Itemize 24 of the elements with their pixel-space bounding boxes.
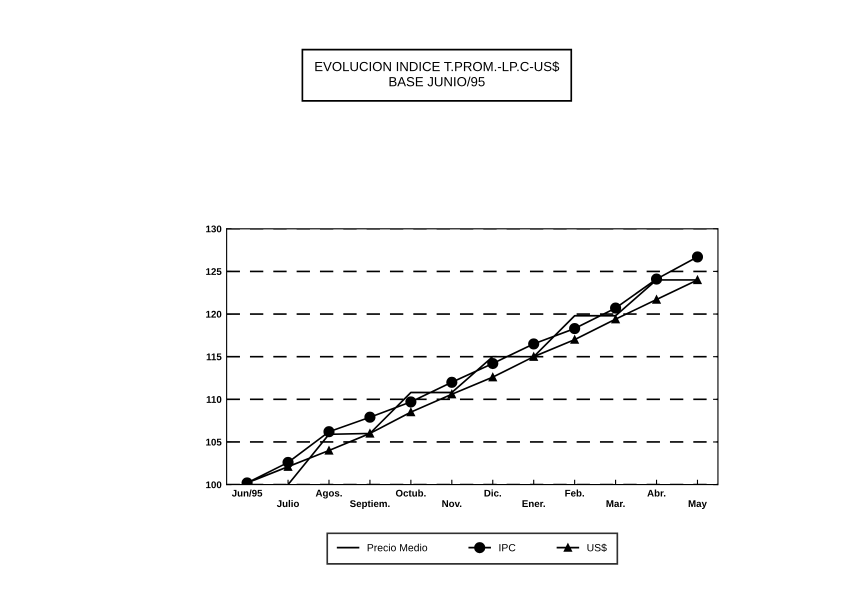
x-tick-label: Mar. — [606, 500, 625, 508]
x-tick-label: Ener. — [522, 500, 545, 508]
y-tick-label: 130 — [206, 225, 222, 232]
x-tick-label: Julio — [276, 500, 300, 508]
y-tick-label: 125 — [206, 268, 222, 276]
legend-label: Precio Medio — [368, 544, 428, 552]
x-tick-label: Jun/95 — [232, 489, 262, 497]
y-tick-label: 100 — [206, 481, 222, 488]
x-tick-label: Abr. — [647, 489, 666, 497]
x-tick-label: Octub. — [396, 489, 426, 497]
legend-label: IPC — [499, 544, 516, 552]
chart-subtitle: BASE JUNIO/95 — [390, 76, 485, 86]
y-tick-label: 110 — [206, 396, 222, 403]
y-tick-label: 115 — [206, 354, 222, 360]
x-tick-label: Dic. — [484, 489, 502, 497]
chart-title: EVOLUCION INDICE T.PROM.-LP.C-US$ — [315, 61, 560, 72]
y-tick-label: 120 — [206, 310, 222, 318]
x-tick-label: Feb. — [565, 489, 584, 497]
x-tick-label: Agos. — [316, 490, 342, 499]
x-tick-label: May — [688, 500, 707, 510]
x-tick-label: Septiem. — [350, 500, 390, 510]
legend-label: US$ — [587, 544, 607, 552]
x-tick-label: Nov. — [442, 500, 462, 508]
y-tick-label: 105 — [206, 438, 222, 446]
